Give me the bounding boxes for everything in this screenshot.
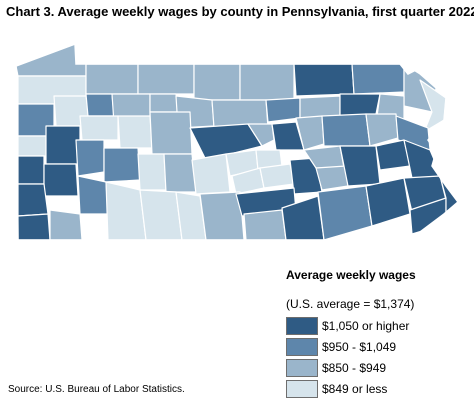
county-perry — [259, 163, 295, 189]
legend-label: $849 or less — [322, 382, 388, 396]
legend-item: $950 - $1,049 — [286, 337, 468, 357]
state-outline — [15, 42, 460, 241]
county-wyoming — [299, 95, 341, 119]
county-allegheny — [43, 163, 79, 197]
county-cambria — [137, 153, 167, 191]
county-beaver — [17, 155, 45, 185]
source-note: Source: U.S. Bureau of Labor Statistics. — [8, 384, 185, 395]
legend-swatch — [286, 359, 318, 377]
county-york — [281, 195, 325, 240]
county-jefferson — [117, 115, 153, 149]
legend-swatch — [286, 317, 318, 335]
legend-subtitle: (U.S. average = $1,374) — [286, 297, 415, 311]
county-potter — [193, 63, 241, 101]
county-bradford — [293, 63, 355, 97]
county-susquehanna — [351, 63, 405, 95]
county-greene — [17, 213, 51, 240]
county-fayette — [49, 209, 83, 240]
legend-swatch — [286, 380, 318, 398]
county-lebanon — [315, 165, 349, 191]
county-lawrence — [17, 135, 47, 157]
county-chester — [365, 177, 411, 227]
county-washington — [17, 183, 49, 217]
legend-title: Average weekly wages — [286, 268, 416, 282]
legend-item: $1,050 or higher — [286, 316, 468, 336]
legend-swatch — [286, 338, 318, 356]
county-armstrong — [75, 139, 105, 177]
legend-item: $849 or less — [286, 379, 468, 399]
county-warren — [85, 63, 139, 95]
county-huntingdon — [191, 153, 231, 195]
chart-title: Chart 3. Average weekly wages by county … — [6, 4, 474, 19]
county-somerset — [105, 181, 147, 240]
county-sullivan — [265, 97, 301, 123]
county-clarion — [79, 115, 119, 141]
county-carbon — [365, 113, 399, 147]
county-luzerne — [321, 113, 371, 147]
county-franklin — [199, 191, 245, 240]
county-lackawanna — [339, 93, 381, 117]
county-blair — [163, 153, 197, 193]
legend-label: $850 - $949 — [322, 361, 387, 375]
county-clearfield — [149, 111, 193, 155]
legend-label: $950 - $1,049 — [322, 340, 397, 354]
county-fulton — [175, 191, 207, 240]
county-cameron — [149, 93, 179, 113]
county-forest — [85, 93, 115, 117]
county-adams — [243, 209, 287, 240]
map-legend: Average weekly wages (U.S. average = $1,… — [286, 268, 468, 400]
county-tioga — [239, 63, 295, 101]
county-lancaster — [317, 185, 373, 240]
county-westmoreland — [77, 175, 109, 215]
legend-label: $1,050 or higher — [322, 319, 410, 333]
county-mckean — [137, 63, 195, 95]
county-indiana — [103, 147, 141, 183]
legend-item: $850 - $949 — [286, 358, 468, 378]
county-pike — [419, 79, 447, 133]
county-bedford — [139, 189, 183, 240]
county-butler — [45, 125, 81, 165]
